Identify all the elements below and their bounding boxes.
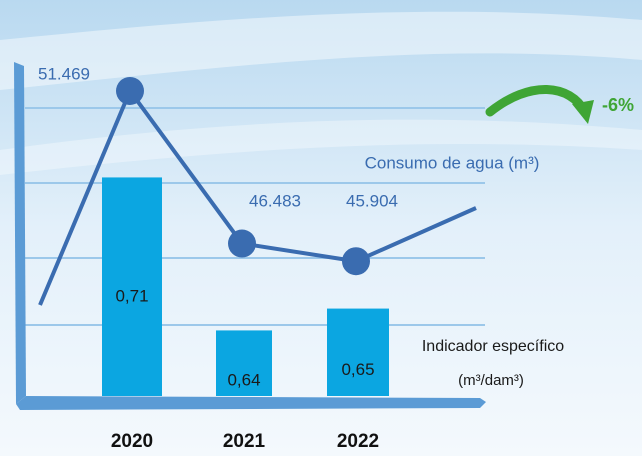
legend-unit: (m³/dam³) (458, 372, 524, 389)
axis-frame-bottom (16, 396, 486, 410)
bar-value-label: 0,65 (341, 360, 374, 379)
line-value-label: 51.469 (38, 64, 90, 83)
line-point (228, 230, 256, 258)
legend-label: Consumo de agua (m³) (365, 153, 540, 172)
axis-frame-left (14, 62, 26, 404)
line-point (342, 247, 370, 275)
annotation: -6% (602, 95, 634, 115)
line-point (116, 77, 144, 105)
bar-value-label: 0,64 (227, 371, 260, 390)
x-tick-label: 2021 (223, 431, 266, 452)
line-value-label: 46.483 (249, 191, 301, 210)
x-tick-label: 2022 (337, 431, 379, 452)
line-value-label: 45.904 (346, 191, 398, 210)
page: 2020 2021 2022 0,71 0,64 0,65 Indicador especí… (0, 0, 642, 456)
x-tick-label: 2020 (111, 431, 153, 452)
bar-value-label: 0,71 (115, 286, 148, 305)
bar (327, 309, 389, 396)
chart: 2020 2021 2022 0,71 0,64 0,65 Indicador especí… (0, 0, 642, 456)
legend-label: Indicador específico (422, 338, 564, 355)
